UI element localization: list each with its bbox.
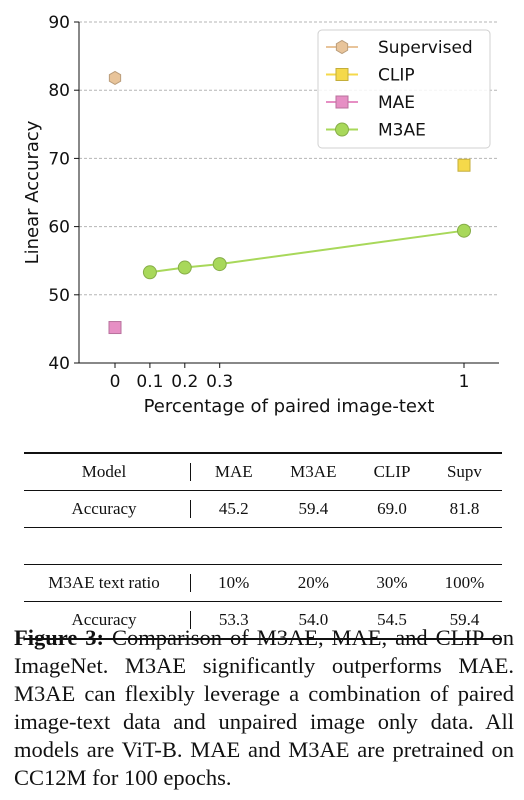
table-cell: 30% <box>357 564 427 602</box>
data-point <box>108 321 122 335</box>
legend-marker <box>335 122 349 137</box>
x-tick-label: 0.3 <box>206 372 233 392</box>
legend-label: CLIP <box>378 66 415 86</box>
table-cell: 81.8 <box>426 490 502 528</box>
data-point <box>457 223 471 238</box>
table-cell: 59.4 <box>426 601 502 640</box>
table-cell: Accuracy <box>24 490 184 528</box>
column-separator <box>184 452 198 491</box>
legend-marker <box>335 68 349 81</box>
legend-marker <box>335 95 349 109</box>
x-axis-label: Percentage of paired image-text <box>144 396 435 417</box>
legend-label: Supervised <box>378 38 473 58</box>
table-cell: 54.0 <box>269 601 358 640</box>
x-tick-label: 0.2 <box>171 372 198 392</box>
data-point <box>212 257 227 272</box>
y-tick-label: 70 <box>48 149 70 169</box>
data-point <box>142 265 157 280</box>
x-tick-label: 0 <box>110 372 121 392</box>
table-cell: Model <box>24 452 184 491</box>
table-header-row: Model MAE M3AE CLIP Supv <box>24 452 502 491</box>
column-separator <box>184 564 198 602</box>
table-cell: MAE <box>198 452 270 491</box>
legend-marker <box>335 39 349 55</box>
table-cell: 54.5 <box>357 601 427 640</box>
y-axis-label: Linear Accuracy <box>22 120 43 264</box>
legend-label: M3AE <box>378 121 426 141</box>
table-cell: 53.3 <box>198 601 270 640</box>
table-row: M3AE text ratio 10% 20% 30% 100% <box>24 564 502 602</box>
table-cell: CLIP <box>357 452 427 491</box>
table-cell: 20% <box>269 564 358 602</box>
legend-box <box>317 29 491 149</box>
table-cell: Accuracy <box>24 601 184 640</box>
y-tick-label: 90 <box>48 13 70 33</box>
results-table-wrap: Model MAE M3AE CLIP Supv Accuracy 45.2 5… <box>24 452 502 640</box>
x-tick-label: 0.1 <box>136 372 163 392</box>
table-double-rule <box>24 527 502 565</box>
accuracy-chart: 40 50 60 70 80 90 0 0.1 0.2 0.3 1 Percentage of pai… <box>22 13 499 417</box>
figure-caption: Figure 3: Comparison of M3AE, MAE, and C… <box>14 624 514 792</box>
data-point <box>108 70 122 85</box>
table-cell: 59.4 <box>269 490 358 528</box>
y-tick-label: 40 <box>48 354 70 374</box>
y-tick-label: 60 <box>48 218 70 238</box>
table-cell: 100% <box>426 564 502 602</box>
table-row: Accuracy 45.2 59.4 69.0 81.8 <box>24 490 502 528</box>
legend-label: MAE <box>378 93 415 113</box>
caption-text: Comparison of M3AE, MAE, and CLIP on Ima… <box>14 625 514 790</box>
table-cell: Supv <box>426 452 502 491</box>
data-point <box>457 158 471 172</box>
y-tick-label: 50 <box>48 286 70 306</box>
caption-label: Figure 3: <box>14 625 105 650</box>
series-line <box>149 229 465 274</box>
table-cell: 10% <box>198 564 270 602</box>
y-tick-label: 80 <box>48 81 70 101</box>
data-point <box>177 260 192 275</box>
table-cell: M3AE text ratio <box>24 564 184 602</box>
results-table: Model MAE M3AE CLIP Supv Accuracy 45.2 5… <box>24 452 502 640</box>
x-tick-label: 1 <box>459 372 470 392</box>
column-separator <box>184 490 198 528</box>
table-row: Accuracy 53.3 54.0 54.5 59.4 <box>24 601 502 640</box>
column-separator <box>184 601 198 640</box>
table-cell: M3AE <box>269 452 358 491</box>
table-cell: 69.0 <box>357 490 427 528</box>
table-cell: 45.2 <box>198 490 270 528</box>
